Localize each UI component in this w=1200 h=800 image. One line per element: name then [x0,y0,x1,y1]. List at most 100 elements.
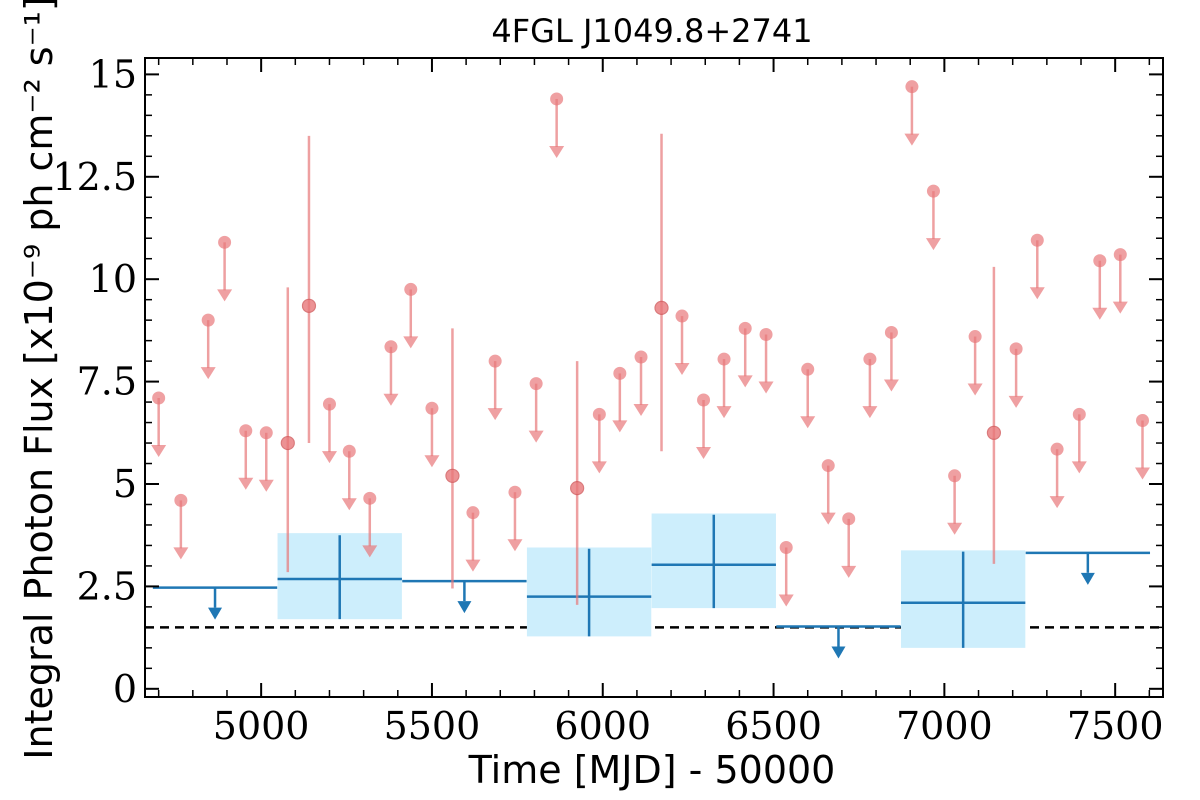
short-bin-upper-limit-arrow [633,404,649,417]
short-bin-upper-limit-point [1072,407,1086,421]
short-bin-point [280,435,295,451]
short-bin-upper-limit-point [779,540,793,554]
short-bin-upper-limit-arrow [1049,496,1065,509]
axes: 5000 5500 6000 6500 7000 7500 0 2.5 5 7.5 10 12.5 15 [52,52,1164,748]
short-bin-upper-limit-point [801,362,815,376]
short-bin-upper-limit-point [863,352,877,366]
short-bin-upper-limit-arrow [1092,307,1108,320]
short-bin-upper-limit-arrow [696,447,712,460]
long-bin-upper-limit-arrow [457,601,472,614]
short-bin-upper-limit-arrow [1008,395,1024,408]
short-bin-upper-limit-point [550,92,564,106]
x-tick-label: 7000 [896,704,993,748]
short-bin-upper-limit-arrow [321,451,337,464]
x-tick-label: 5000 [213,704,310,748]
short-bin-upper-limit-point [201,313,215,327]
short-bin-upper-limit-arrow [1029,287,1045,300]
short-bin-point [654,300,669,315]
y-tick-label: 12.5 [52,155,137,199]
short-bin-upper-limit-arrow [424,455,440,468]
long-bin-series [152,513,1151,659]
short-bin-upper-limit-point [466,506,480,520]
short-bin-upper-limit-arrow [528,430,544,443]
short-bin-upper-limit-point [239,424,253,438]
short-bin-upper-limit-point [1050,442,1064,456]
plot-frame [144,57,1164,698]
short-bin-upper-limit-arrow [967,383,983,396]
short-bin-upper-limit-point [905,80,919,94]
short-bin-upper-limit-arrow [925,238,941,251]
long-bin-upper-limit-arrow [831,646,846,659]
short-bin-upper-limit-point [152,391,166,405]
short-bin-upper-limit-arrow [737,375,753,388]
short-bin-upper-limit-point [508,485,522,499]
short-bin-upper-limit-point [592,407,606,421]
short-bin-point [986,425,1002,440]
y-tick-label: 15 [89,52,137,96]
short-bin-upper-limit-point [404,282,418,296]
short-bin-upper-limit-arrow [465,559,481,572]
y-tick-label: 10 [89,257,137,301]
short-bin-upper-limit-arrow [403,336,419,349]
short-bin-upper-limit-point [968,330,982,344]
y-tick-label: 7.5 [77,360,137,404]
y-tick-label: 5 [113,462,137,506]
long-bin-upper-limit-arrow [1080,572,1095,585]
short-bin-upper-limit-point [697,393,711,407]
short-bin-upper-limit-point [717,352,731,366]
short-bin-upper-limit-point [613,366,627,380]
short-bin-upper-limit-arrow [904,133,920,146]
short-bin-upper-limit-point [1136,414,1150,428]
short-bin-upper-limit-arrow [173,547,189,560]
short-bin-upper-limit-point [1009,342,1023,356]
short-bin-upper-limit-arrow [778,594,794,607]
short-bin-upper-limit-point [218,235,232,249]
short-bin-upper-limit-point [384,340,398,354]
x-axis-label: Time [MJD] - 50000 [468,748,836,792]
x-tick-label: 7500 [1067,704,1164,748]
short-bin-point [301,298,317,313]
short-bin-upper-limit-point [322,397,336,411]
short-bin-upper-limit-arrow [841,565,857,578]
short-bin-point [445,468,460,483]
short-bin-upper-limit-point [259,426,273,440]
short-bin-upper-limit-arrow [151,444,167,457]
long-bin-upper-limit-arrow [208,607,223,620]
short-bin-upper-limit-arrow [947,522,963,535]
short-bin-upper-limit-arrow [612,420,628,433]
short-bin-upper-limit-arrow [549,145,565,158]
short-bin-upper-limit-arrow [200,367,216,380]
short-bin-upper-limit-point [363,491,377,505]
short-bin-upper-limit-point [342,444,356,458]
short-bin-upper-limit-point [488,354,502,368]
short-bin-upper-limit-point [425,401,439,415]
short-bin-upper-limit-arrow [362,545,378,558]
x-tick-label: 6500 [725,704,822,748]
short-bin-point [570,480,585,496]
short-bin-upper-limit-point [948,469,962,483]
y-axis-label: Integral Photon Flux [x10⁻⁹ ph cm⁻² s⁻¹] [17,0,61,760]
short-bin-upper-limit-point [926,184,940,198]
short-bin-upper-limit-arrow [217,289,233,302]
short-bin-upper-limit-arrow [258,479,274,492]
short-bin-upper-limit-arrow [591,461,607,474]
short-bin-upper-limit-arrow [800,416,816,429]
short-bin-upper-limit-arrow [820,512,836,525]
short-bin-upper-limit-point [634,350,648,364]
short-bin-upper-limit-arrow [1135,467,1151,480]
short-bin-upper-limit-point [884,325,898,339]
short-bin-upper-limit-arrow [674,363,690,376]
short-bin-upper-limit-point [675,309,689,323]
short-bin-upper-limit-arrow [758,381,774,394]
y-tick-label: 2.5 [77,564,137,608]
short-bin-upper-limit-arrow [716,406,732,419]
short-bin-series [151,80,1151,607]
short-bin-upper-limit-arrow [238,477,254,490]
short-bin-upper-limit-point [1030,233,1044,247]
short-bin-upper-limit-arrow [507,539,523,552]
short-bin-upper-limit-arrow [1112,301,1128,314]
short-bin-upper-limit-arrow [487,408,503,421]
short-bin-upper-limit-arrow [341,498,357,511]
y-tick-label: 0 [113,667,137,711]
x-tick-label: 5500 [384,704,481,748]
